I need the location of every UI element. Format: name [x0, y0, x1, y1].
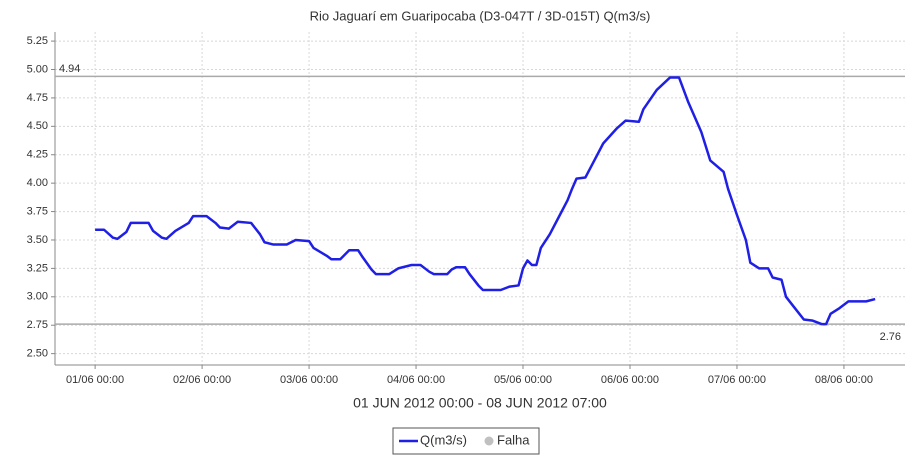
x-tick-label: 01/06 00:00	[66, 374, 124, 386]
x-tick-label: 08/06 00:00	[815, 374, 873, 386]
x-axis-label: 01 JUN 2012 00:00 - 08 JUN 2012 07:00	[353, 395, 607, 411]
y-tick-label: 5.25	[27, 35, 48, 47]
x-tick-label: 06/06 00:00	[601, 374, 659, 386]
x-tick-label: 03/06 00:00	[280, 374, 338, 386]
y-tick-label: 4.00	[27, 177, 48, 189]
x-tick-label: 07/06 00:00	[708, 374, 766, 386]
y-tick-label: 5.00	[27, 63, 48, 75]
x-tick-label: 04/06 00:00	[387, 374, 445, 386]
y-tick-label: 3.25	[27, 262, 48, 274]
y-tick-label: 4.50	[27, 120, 48, 132]
plot-area	[55, 32, 905, 365]
legend-swatch	[484, 436, 494, 446]
y-tick-label: 4.75	[27, 92, 48, 104]
reference-label: 2.76	[880, 331, 901, 343]
data-line	[95, 76, 876, 326]
y-tick-label: 2.50	[27, 348, 48, 360]
y-tick-label: 4.25	[27, 149, 48, 161]
legend-label: Falha	[497, 432, 530, 447]
y-tick-label: 3.50	[27, 234, 48, 246]
legend-label: Q(m3/s)	[420, 432, 467, 447]
y-tick-label: 2.75	[27, 319, 48, 331]
chart-title: Rio Jaguarí em Guaripocaba (D3-047T / 3D…	[310, 8, 651, 23]
reference-label: 4.94	[59, 63, 80, 75]
y-tick-label: 3.75	[27, 205, 48, 217]
x-tick-label: 05/06 00:00	[494, 374, 552, 386]
y-tick-label: 3.00	[27, 291, 48, 303]
x-tick-label: 02/06 00:00	[173, 374, 231, 386]
